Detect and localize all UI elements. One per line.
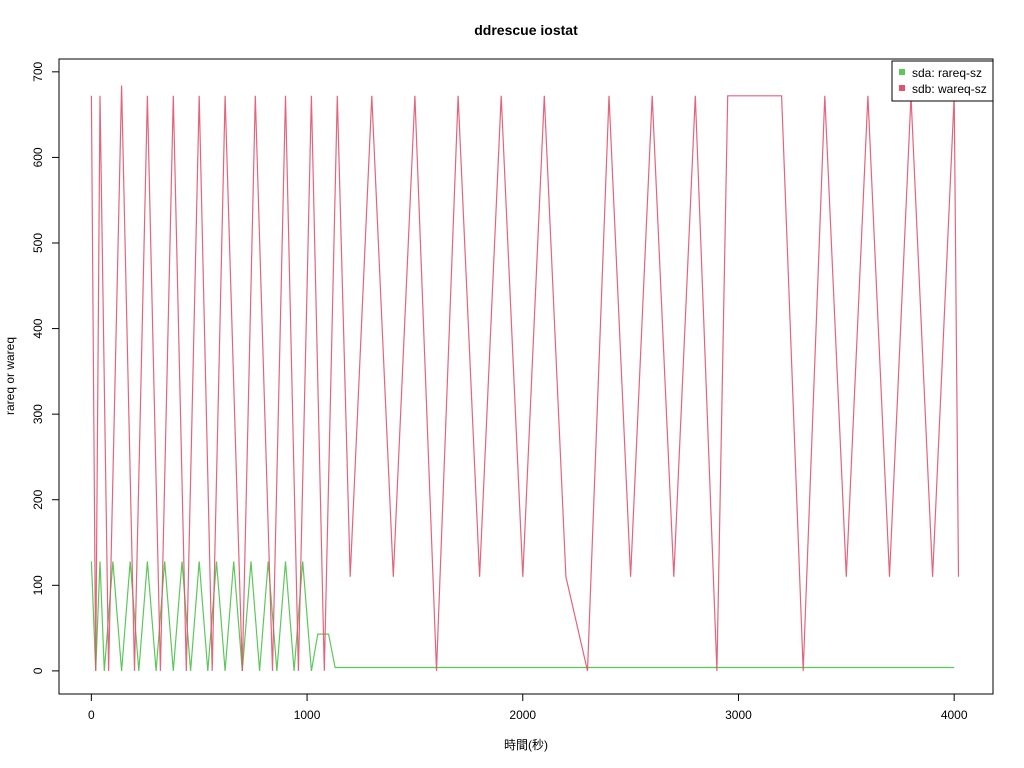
x-tick-label: 4000 — [941, 708, 968, 722]
legend-box — [891, 60, 994, 102]
series-line-sda — [90, 561, 955, 672]
x-axis: 0 1000 2000 3000 4000 — [88, 693, 968, 722]
legend: sda: rareq-sz sdb: wareq-sz — [891, 60, 994, 102]
y-tick-label: 400 — [31, 318, 45, 338]
legend-label-sdb: sdb: wareq-sz — [912, 82, 987, 96]
x-tick-label: 2000 — [509, 708, 536, 722]
x-tick-label: 3000 — [725, 708, 752, 722]
x-tick-label: 0 — [88, 708, 95, 722]
y-tick-label: 600 — [31, 147, 45, 167]
legend-swatch-sdb — [899, 85, 905, 91]
y-tick-label: 500 — [31, 233, 45, 253]
y-tick-label: 300 — [31, 404, 45, 424]
y-tick-label: 700 — [31, 62, 45, 82]
y-tick-label: 100 — [31, 575, 45, 595]
x-tick-label: 1000 — [294, 708, 321, 722]
plot-frame — [58, 58, 994, 695]
y-axis: 0 100 200 300 400 500 600 700 — [31, 62, 60, 674]
legend-swatch-sda — [899, 69, 905, 75]
chart-title: ddrescue iostat — [474, 22, 578, 38]
series-layer — [90, 85, 960, 672]
y-tick-label: 200 — [31, 489, 45, 509]
x-axis-label: 時間(秒) — [504, 738, 548, 752]
legend-label-sda: sda: rareq-sz — [912, 66, 982, 80]
series-line-sdb — [90, 85, 960, 672]
y-axis-label: rareq or wareq — [3, 337, 17, 415]
y-tick-label: 0 — [31, 667, 45, 674]
